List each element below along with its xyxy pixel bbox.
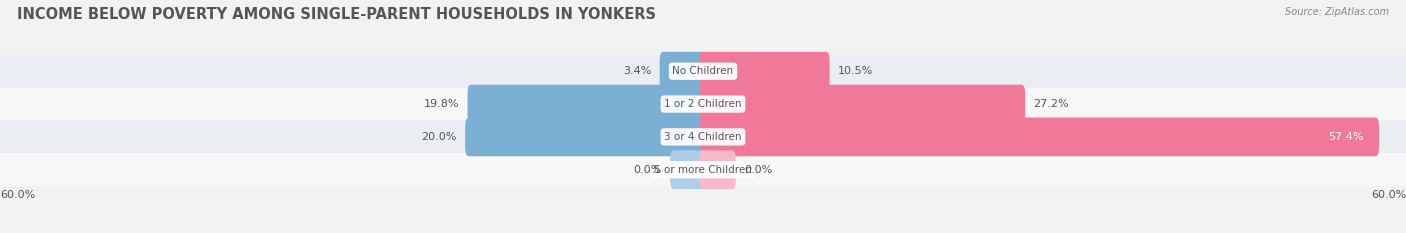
Text: 3 or 4 Children: 3 or 4 Children [664, 132, 742, 142]
FancyBboxPatch shape [659, 52, 707, 91]
FancyBboxPatch shape [700, 150, 735, 189]
Text: 10.5%: 10.5% [838, 66, 873, 76]
Text: 60.0%: 60.0% [0, 190, 35, 200]
Text: 19.8%: 19.8% [423, 99, 460, 109]
FancyBboxPatch shape [700, 117, 1379, 156]
Text: 0.0%: 0.0% [634, 165, 662, 175]
FancyBboxPatch shape [0, 55, 1406, 88]
Text: 57.4%: 57.4% [1329, 132, 1364, 142]
Text: 20.0%: 20.0% [422, 132, 457, 142]
Text: INCOME BELOW POVERTY AMONG SINGLE-PARENT HOUSEHOLDS IN YONKERS: INCOME BELOW POVERTY AMONG SINGLE-PARENT… [17, 7, 655, 22]
Text: 3.4%: 3.4% [623, 66, 651, 76]
FancyBboxPatch shape [671, 150, 707, 189]
Text: 27.2%: 27.2% [1033, 99, 1069, 109]
Text: No Children: No Children [672, 66, 734, 76]
Text: 5 or more Children: 5 or more Children [654, 165, 752, 175]
FancyBboxPatch shape [0, 153, 1406, 186]
Text: 60.0%: 60.0% [1371, 190, 1406, 200]
Text: 1 or 2 Children: 1 or 2 Children [664, 99, 742, 109]
FancyBboxPatch shape [467, 85, 707, 123]
Text: Source: ZipAtlas.com: Source: ZipAtlas.com [1285, 7, 1389, 17]
Text: 0.0%: 0.0% [744, 165, 772, 175]
FancyBboxPatch shape [465, 117, 707, 156]
FancyBboxPatch shape [700, 52, 830, 91]
FancyBboxPatch shape [0, 120, 1406, 153]
FancyBboxPatch shape [0, 88, 1406, 120]
FancyBboxPatch shape [700, 85, 1025, 123]
